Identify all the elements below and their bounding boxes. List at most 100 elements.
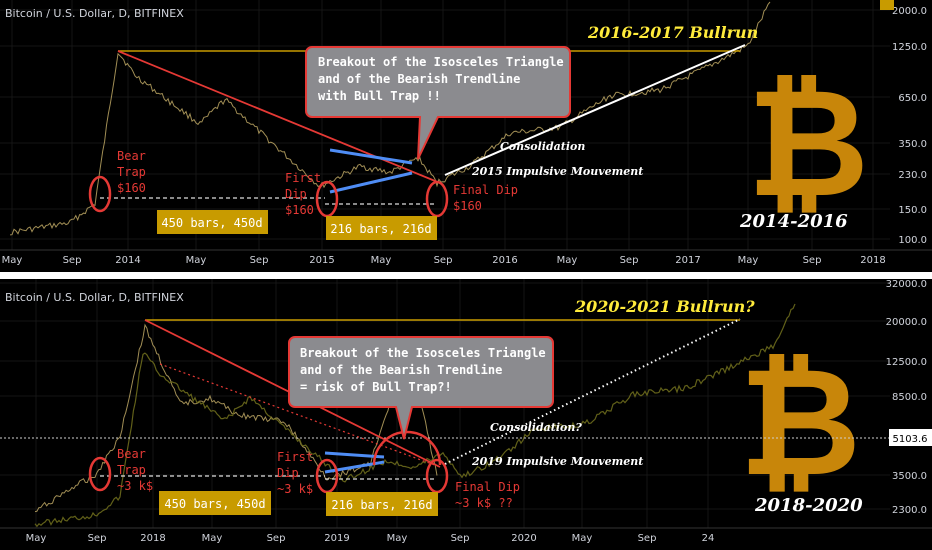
callout-box: Breakout of the Isosceles Triangle and o… xyxy=(288,336,554,440)
price-axis: 2000.0 1250.0 650.0 350.0 230.0 150.0 100.0 xyxy=(892,6,927,246)
chart-panel-2018-2020: ₿ Breakout of the Isosceles Triangle and… xyxy=(0,279,932,550)
bitcoin-logo-icon: ₿ xyxy=(747,57,869,231)
time-tick: Sep xyxy=(267,533,286,544)
final-dip-label: $160 xyxy=(453,199,482,213)
triangle-lower xyxy=(329,171,413,194)
time-tick: Sep xyxy=(88,533,107,544)
price-line xyxy=(34,323,438,513)
time-tick: May xyxy=(202,533,223,544)
price-tick: 3500.0 xyxy=(892,471,927,482)
time-tick: Sep xyxy=(451,533,470,544)
svg-text:₿: ₿ xyxy=(747,57,869,231)
final-dip-label: Final Dip xyxy=(453,183,518,197)
time-tick: 2015 xyxy=(309,255,334,266)
impulsive-label: 2015 Impulsive Mouvement xyxy=(471,165,643,178)
callout-line-3: with Bull Trap !! xyxy=(318,89,441,103)
breakout-arc xyxy=(372,430,442,466)
chart-panel-2014-2016: ₿ Breakout of the Isosceles Triangle and… xyxy=(0,0,932,272)
price-tick: 8500.0 xyxy=(892,392,927,403)
price-marker xyxy=(880,0,894,10)
price-tick: 2300.0 xyxy=(892,505,927,516)
price-axis: 32000.0 20000.0 12500.0 8500.0 3500.0 2300.0 xyxy=(886,279,927,516)
consolidation-label: Consolidation xyxy=(500,140,585,153)
final-dip-label: Final Dip xyxy=(455,480,520,494)
first-dip-label: Dip xyxy=(285,187,307,201)
consolidation-label: Consolidation? xyxy=(490,421,582,434)
time-tick: Sep xyxy=(250,255,269,266)
price-tick: 20000.0 xyxy=(886,317,927,328)
time-tick: 2020 xyxy=(511,533,536,544)
bear-trap-label: $160 xyxy=(117,181,146,195)
chart-svg-top: ₿ Breakout of the Isosceles Triangle and… xyxy=(0,0,932,266)
bars-box-2 xyxy=(326,216,437,240)
price-tick: 12500.0 xyxy=(886,357,927,368)
bitcoin-logo-icon: ₿ xyxy=(739,336,861,510)
symbol-label: Bitcoin / U.S. Dollar, D, BITFINEX xyxy=(5,7,184,20)
bear-trap-circle xyxy=(88,456,112,492)
price-tick: 2000.0 xyxy=(892,6,927,17)
time-axis: May Sep 2018 May Sep 2019 May Sep 2020 May Sep 24 xyxy=(26,533,715,544)
bullrun-title: 2020-2021 Bullrun? xyxy=(574,297,755,316)
price-tick: 650.0 xyxy=(898,93,927,104)
callout-box: Breakout of the Isosceles Triangle and o… xyxy=(305,46,571,160)
time-tick: Sep xyxy=(434,255,453,266)
bars-box-2-text: 216 bars, 216d xyxy=(330,222,431,236)
price-tick: 32000.0 xyxy=(886,279,927,290)
chart-svg-bottom: ₿ Breakout of the Isosceles Triangle and… xyxy=(0,279,932,544)
time-axis: May Sep 2014 May Sep 2015 May Sep 2016 May Sep 2017… xyxy=(2,255,886,266)
time-tick: 2019 xyxy=(324,533,349,544)
time-tick: May xyxy=(387,533,408,544)
bear-trap-label: Bear xyxy=(117,447,146,461)
bars-box-1-text: 450 bars, 450d xyxy=(164,497,265,511)
bars-box-1-text: 450 bars, 450d xyxy=(161,216,262,230)
callout-line-3: = risk of Bull Trap?! xyxy=(300,380,452,394)
time-tick: 2016 xyxy=(492,255,517,266)
time-tick: Sep xyxy=(803,255,822,266)
first-dip-label: ~3 k$ xyxy=(277,482,313,496)
bear-trap-label: Bear xyxy=(117,149,146,163)
time-tick: May xyxy=(738,255,759,266)
bear-trap-label: Trap xyxy=(117,463,146,477)
bars-box-2-text: 216 bars, 216d xyxy=(331,498,432,512)
time-tick: 2018 xyxy=(860,255,885,266)
bear-trap-label: ~3 k$ xyxy=(117,479,153,493)
bars-box-2 xyxy=(326,492,438,516)
callout-line-1: Breakout of the Isosceles Triangle xyxy=(300,346,546,360)
impulsive-trendline xyxy=(444,318,741,465)
bearish-trendline xyxy=(117,50,441,184)
current-price-box xyxy=(889,429,932,446)
price-tick: 150.0 xyxy=(898,205,927,216)
bear-trap-label: Trap xyxy=(117,165,146,179)
overlay-line xyxy=(34,303,796,528)
time-tick: Sep xyxy=(620,255,639,266)
time-tick: May xyxy=(186,255,207,266)
bullrun-title: 2016-2017 Bullrun xyxy=(587,23,758,42)
time-tick: Sep xyxy=(63,255,82,266)
price-tick: 350.0 xyxy=(898,139,927,150)
price-tick: 100.0 xyxy=(898,235,927,246)
price-tick: 1250.0 xyxy=(892,42,927,53)
period-label: 2014-2016 xyxy=(739,211,848,232)
price-line xyxy=(9,1,771,236)
time-tick: 24 xyxy=(702,533,715,544)
time-tick: May xyxy=(557,255,578,266)
time-tick: 2014 xyxy=(115,255,140,266)
panel-separator xyxy=(0,272,932,279)
time-tick: May xyxy=(572,533,593,544)
time-tick: May xyxy=(2,255,23,266)
period-label: 2018-2020 xyxy=(754,495,863,516)
first-dip-label: $160 xyxy=(285,203,314,217)
callout-line-2: and of the Bearish Trendline xyxy=(318,72,520,86)
time-tick: 2017 xyxy=(675,255,700,266)
time-tick: May xyxy=(26,533,47,544)
bear-trap-circle xyxy=(88,175,112,213)
impulsive-label: 2019 Impulsive Mouvement xyxy=(471,455,643,468)
bars-box-1 xyxy=(159,491,271,515)
time-tick: Sep xyxy=(638,533,657,544)
bars-box-1 xyxy=(157,210,268,234)
first-dip-label: First xyxy=(277,450,313,464)
symbol-label: Bitcoin / U.S. Dollar, D, BITFINEX xyxy=(5,291,184,304)
callout-line-2: and of the Bearish Trendline xyxy=(300,363,502,377)
first-dip-label: First xyxy=(285,171,321,185)
current-price-text: 5103.6 xyxy=(893,434,928,445)
